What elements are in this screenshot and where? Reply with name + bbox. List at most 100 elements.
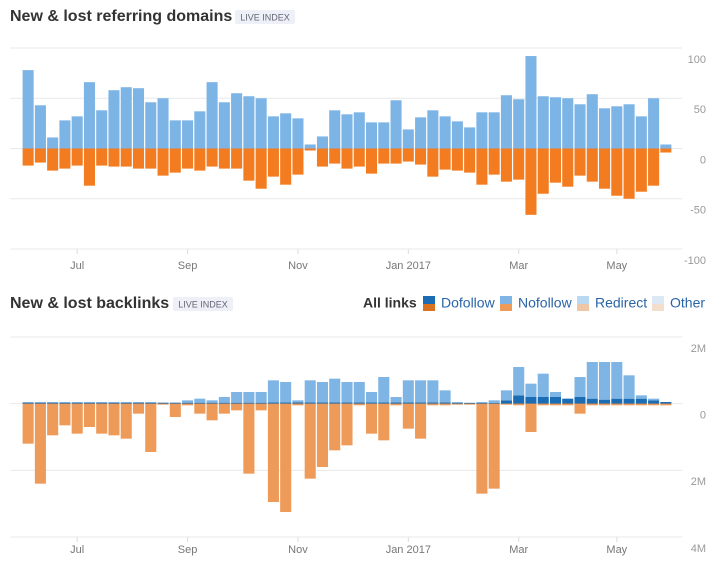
bar-lost <box>267 403 279 405</box>
bar-new <box>488 112 500 149</box>
bar-new <box>402 402 414 404</box>
x-tick-label: May <box>606 260 627 272</box>
bar-lost <box>132 148 145 169</box>
bar-new <box>537 397 549 404</box>
legend-swatch-lost[interactable] <box>500 304 512 311</box>
bar-new <box>255 392 267 403</box>
bar-new <box>182 402 194 404</box>
bar-new <box>574 377 586 397</box>
bar-lost <box>537 403 549 405</box>
bar-lost <box>415 403 427 405</box>
chart-title: New & lost backlinks <box>10 295 169 312</box>
legend-label[interactable]: Other <box>670 295 705 311</box>
bar-lost <box>83 403 95 405</box>
bar-lost <box>71 404 83 434</box>
legend-title: All links <box>363 295 417 311</box>
y-tick-label: 4M <box>691 543 706 555</box>
bar-lost <box>451 403 463 405</box>
bar-new <box>120 87 132 149</box>
y-tick-label: 100 <box>688 54 706 66</box>
bar-new <box>439 116 451 149</box>
bar-new <box>145 102 157 149</box>
bar-lost <box>390 404 402 406</box>
y-tick-label: 2M <box>691 476 706 488</box>
bar-new <box>34 402 46 404</box>
bar-new <box>378 377 390 403</box>
bar-new <box>611 362 623 399</box>
bar-new <box>22 402 34 403</box>
bar-new <box>402 129 414 149</box>
legend-swatch-lost[interactable] <box>423 304 435 311</box>
bar-lost <box>635 404 647 406</box>
bar-new <box>341 114 353 149</box>
bar-new <box>623 398 635 404</box>
bar-new <box>365 402 378 404</box>
bar-new <box>96 110 108 149</box>
bar-new <box>96 402 108 404</box>
bar-new <box>439 402 451 404</box>
bar-new <box>231 93 243 149</box>
y-tick-label: -50 <box>690 205 706 217</box>
bar-new <box>83 82 95 149</box>
bar-new <box>59 402 71 403</box>
bar-lost <box>145 403 157 405</box>
bar-lost <box>439 148 451 170</box>
bar-new <box>47 402 59 403</box>
bar-new <box>329 378 341 403</box>
bar-lost <box>464 403 476 405</box>
legend-label[interactable]: Nofollow <box>518 295 573 311</box>
bar-lost <box>415 148 427 165</box>
bar-new <box>648 398 660 401</box>
legend-swatch-lost[interactable] <box>577 304 589 311</box>
bar-new <box>415 380 427 403</box>
badge-bg <box>235 10 295 24</box>
legend-swatch-new[interactable] <box>423 296 435 304</box>
bar-lost <box>549 404 562 406</box>
bar-lost <box>562 403 574 405</box>
bar-lost <box>83 148 95 186</box>
legend-swatch-new[interactable] <box>500 296 512 304</box>
bar-lost <box>206 404 218 421</box>
bar-lost <box>59 404 71 426</box>
bar-new <box>169 120 181 149</box>
bar-lost <box>157 403 169 405</box>
bar-new <box>341 402 353 404</box>
bar-lost <box>255 404 267 411</box>
legend-label[interactable]: Redirect <box>595 295 647 311</box>
bar-new <box>390 402 402 404</box>
bar-lost <box>365 148 378 174</box>
bar-new <box>427 380 439 403</box>
legend-swatch-new[interactable] <box>577 296 589 304</box>
bar-new <box>120 402 132 404</box>
bar-new <box>599 399 611 404</box>
bar-lost <box>316 148 329 167</box>
bar-new <box>611 106 623 149</box>
bar-lost <box>71 403 83 405</box>
bar-lost <box>525 403 537 405</box>
bar-new <box>182 120 194 149</box>
bar-new <box>390 100 402 149</box>
bar-lost <box>365 404 378 434</box>
bar-lost <box>120 404 132 439</box>
bar-lost <box>427 148 439 177</box>
bar-new <box>451 121 463 149</box>
bar-lost <box>476 403 488 405</box>
legend-swatch-new[interactable] <box>652 296 664 304</box>
bar-new <box>169 402 181 404</box>
bar-new <box>574 104 586 149</box>
bar-lost <box>108 404 120 436</box>
bar-new <box>218 397 230 403</box>
legend-label[interactable]: Dofollow <box>441 295 496 311</box>
bar-new <box>316 402 329 404</box>
legend-swatch-lost[interactable] <box>652 304 664 311</box>
bar-new <box>549 397 562 404</box>
bar-lost <box>513 404 525 406</box>
badge-bg <box>173 297 233 311</box>
bar-new <box>549 97 562 149</box>
bar-lost <box>574 148 586 176</box>
bar-new <box>586 398 598 404</box>
bar-new <box>120 402 132 403</box>
bar-lost <box>267 404 279 502</box>
